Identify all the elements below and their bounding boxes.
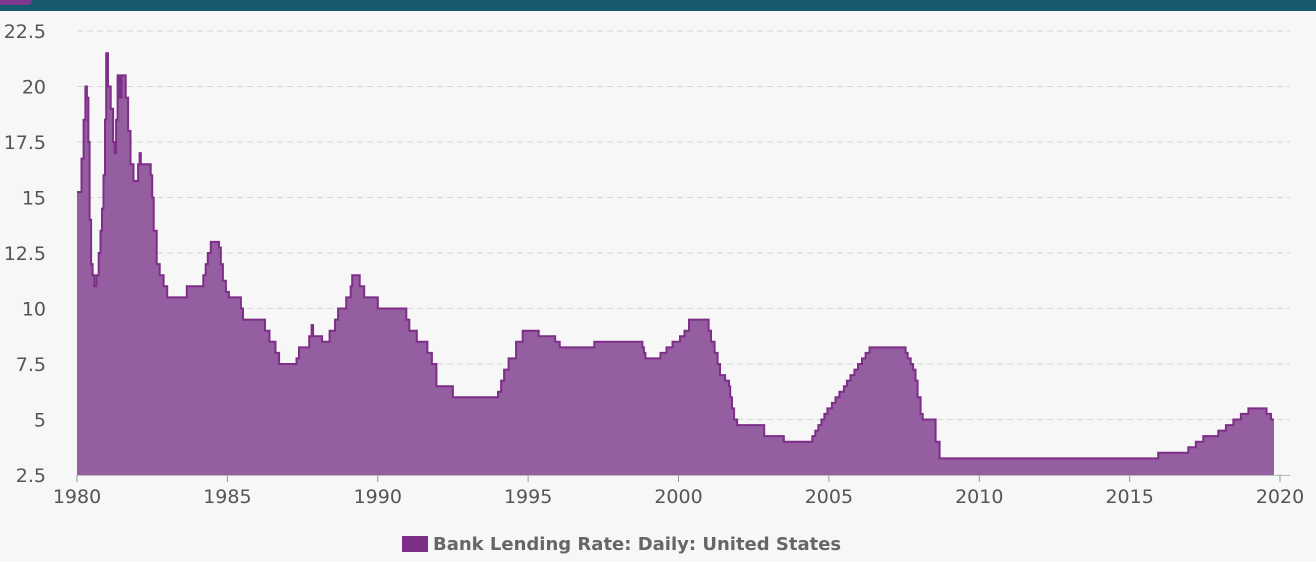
- x-tick-label: 2010: [955, 486, 1003, 508]
- x-tick-label: 1990: [354, 486, 402, 508]
- y-tick-label: 2.5: [16, 465, 46, 487]
- y-tick-label: 15: [22, 188, 46, 210]
- header-bar: [0, 0, 1316, 11]
- y-tick-label: 7.5: [16, 354, 46, 376]
- series-area-fill: [77, 53, 1274, 475]
- y-tick-label: 22.5: [4, 21, 46, 43]
- x-tick-label: 1980: [53, 486, 101, 508]
- series-line: [77, 52, 1274, 460]
- y-tick-label: 10: [22, 299, 46, 321]
- x-tick-label: 1985: [203, 486, 251, 508]
- y-tick-label: 20: [22, 77, 46, 99]
- legend[interactable]: Bank Lending Rate: Daily: United States: [402, 532, 841, 556]
- y-tick-label: 5: [34, 410, 46, 432]
- x-tick-label: 2000: [654, 486, 702, 508]
- legend-label: Bank Lending Rate: Daily: United States: [433, 533, 842, 555]
- x-tick-label: 2015: [1105, 486, 1153, 508]
- x-tick-label: 2020: [1256, 486, 1304, 508]
- y-tick-label: 12.5: [4, 243, 46, 265]
- x-tick-label: 2005: [805, 486, 853, 508]
- axes: 2.5 5 7.5 10 12.5 15 17.5 20 22.5 1980 1985 1990 199…: [4, 21, 1304, 508]
- series-area: [77, 52, 1274, 475]
- y-tick-label: 17.5: [4, 132, 46, 154]
- legend-swatch: [402, 536, 428, 552]
- x-tick-label: 1995: [504, 486, 552, 508]
- header-badge: [0, 0, 32, 5]
